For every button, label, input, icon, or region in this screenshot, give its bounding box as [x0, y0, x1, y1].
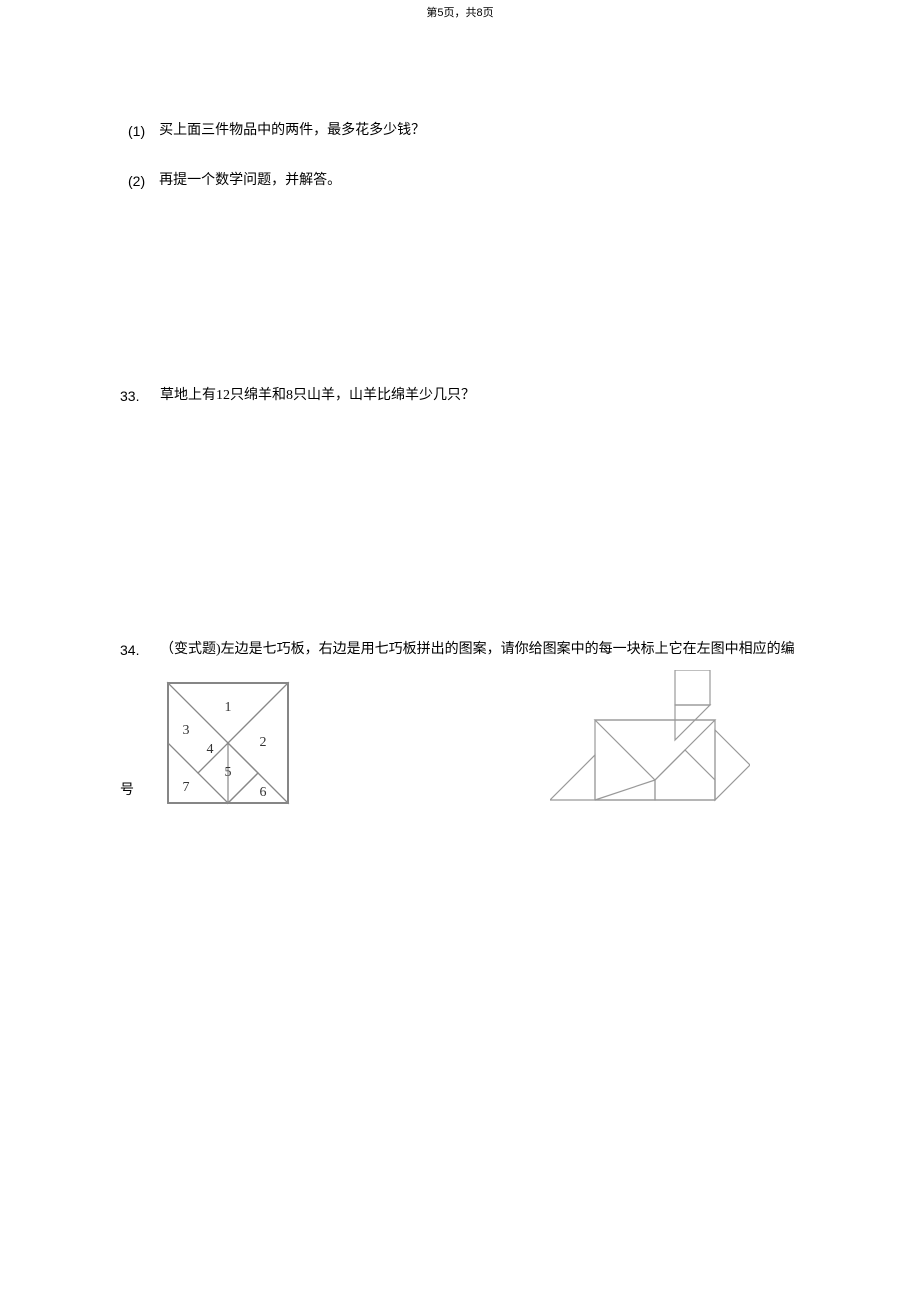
svg-text:4: 4: [207, 742, 214, 757]
page-header: 第5页，共8页: [0, 4, 920, 20]
sub-question-1: (1) 买上面三件物品中的两件，最多花多少钱？: [128, 120, 800, 142]
question-text: 草地上有12只绵羊和8只山羊，山羊比绵羊少几只？: [160, 385, 475, 407]
tangram-pattern: [550, 670, 750, 805]
tangram-reference: 1 2 3 45 6 7: [166, 681, 290, 805]
question-tail: 号: [120, 780, 134, 804]
pattern-svg: [550, 670, 750, 805]
sub-marker: (1): [128, 120, 145, 142]
svg-text:7: 7: [183, 780, 190, 795]
tangram-svg: 1 2 3 45 6 7: [166, 681, 290, 805]
svg-text:1: 1: [225, 700, 232, 715]
svg-text:5: 5: [225, 765, 232, 780]
question-text: （变式题)左边是七巧板，右边是用七巧板拼出的图案，请你给图案中的每一块标上它在左…: [160, 642, 795, 657]
figures-row: 号 1234567: [160, 670, 800, 805]
page-content: (1) 买上面三件物品中的两件，最多花多少钱？ (2) 再提一个数学问题，并解答…: [120, 120, 800, 805]
svg-text:3: 3: [183, 723, 190, 738]
svg-text:6: 6: [260, 785, 267, 800]
question-33: 33. 草地上有12只绵羊和8只山羊，山羊比绵羊少几只？: [120, 385, 800, 407]
question-body: （变式题)左边是七巧板，右边是用七巧板拼出的图案，请你给图案中的每一块标上它在左…: [160, 639, 800, 804]
sub-question-text: 买上面三件物品中的两件，最多花多少钱？: [159, 120, 425, 142]
question-number: 33.: [120, 385, 142, 407]
svg-text:2: 2: [260, 735, 267, 750]
sub-question-2: (2) 再提一个数学问题，并解答。: [128, 170, 800, 192]
sub-question-text: 再提一个数学问题，并解答。: [159, 170, 341, 192]
sub-marker: (2): [128, 170, 145, 192]
question-34: 34. （变式题)左边是七巧板，右边是用七巧板拼出的图案，请你给图案中的每一块标…: [120, 639, 800, 804]
